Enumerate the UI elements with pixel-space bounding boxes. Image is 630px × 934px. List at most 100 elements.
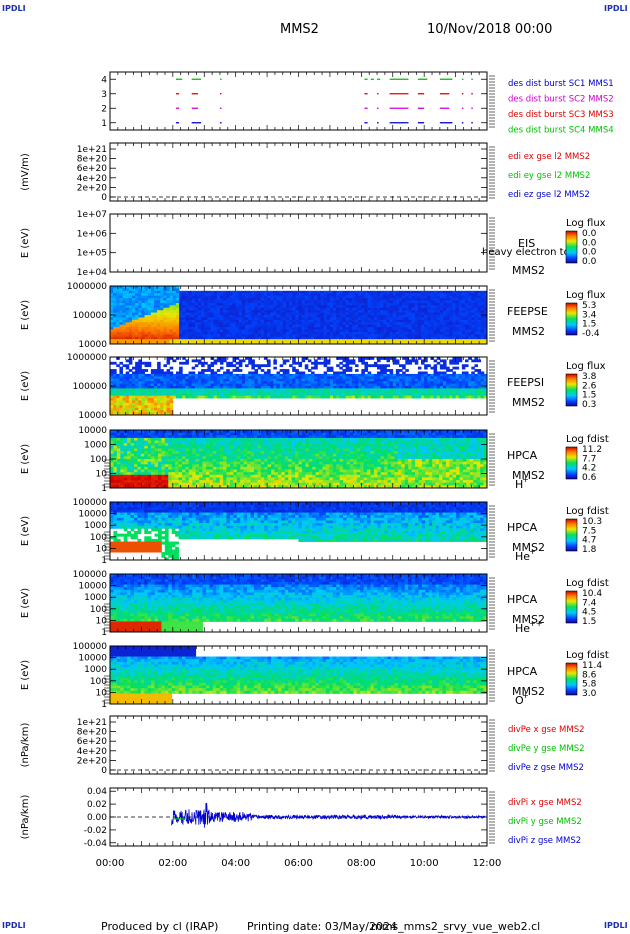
burst-legend-entry: des dist burst SC1 MMS1 [508,79,614,89]
edi-legend-entry: edi ey gse l2 MMS2 [508,171,590,181]
edi-ytick: 1e+21 [77,145,107,155]
eis-frame [109,213,488,273]
hpca_hepp-ytick: 100000 [73,570,108,580]
hpca_h-species-label: H [515,478,523,491]
divpe-ytick: 4e+20 [77,747,108,757]
hpca_h-colorbar [565,446,578,480]
burst-ytick: 3 [101,90,107,100]
divpi-legend-entry: divPi y gse MMS2 [508,817,582,827]
burst-ytick: 4 [101,75,107,85]
corner-label-bl: IPDLI [2,921,26,930]
feepsi-colorbar-value: 1.5 [582,391,596,401]
hpca_o-colorbar-value: 5.8 [582,680,597,690]
divpe-ytick: 0 [101,766,107,776]
hpca_he-colorbar-value: 1.8 [582,545,597,555]
feepsi-colorbar-title: Log flux [566,361,606,372]
eis-ytick: 1e+07 [77,210,107,220]
feepse-ytick: 100000 [73,311,108,321]
edi-ytick: 6e+20 [77,164,108,174]
divpi-legend-entry: divPi x gse MMS2 [508,798,582,808]
hpca_he-colorbar-value: 7.5 [582,526,596,536]
hpca_o-colorbar-value: 8.6 [582,670,597,680]
hpca_hepp-ytick: 10 [96,616,108,626]
hpca_hepp-colorbar-title: Log fdist [566,578,609,589]
eis-colorbar-value: 0.0 [582,257,597,267]
feepsi-ytick: 1000000 [67,353,107,363]
hpca_o-ytick: 100000 [73,642,108,652]
hpca_he-ytick: 1 [101,556,107,566]
corner-label-tr: IPDLI [604,4,628,13]
hpca_h-colorbar-value: 7.7 [582,454,596,464]
hpca_o-ytick: 10 [96,688,108,698]
feepsi-ytick: 100000 [73,382,108,392]
hpca_he-colorbar-title: Log fdist [566,506,609,517]
hpca_o-heatmap [110,646,488,705]
hpca_hepp-species-charge: ++ [529,619,542,628]
hpca_he-sc-label: MMS2 [512,541,545,554]
burst-ytick: 2 [101,104,107,114]
edi-ytick: 0 [101,193,107,203]
hpca_hepp-ytick: 10000 [78,582,107,592]
hpca_o-ylabel: E (eV) [20,660,31,690]
eis-colorbar-value: 0.0 [582,238,597,248]
feepsi-colorbar-value: 0.3 [582,400,596,410]
divpe-ytick: 8e+20 [77,728,108,738]
eis-colorbar [565,230,578,264]
hpca_hepp-colorbar-value: 4.5 [582,608,596,618]
hpca_h-ytick: 10000 [78,426,107,436]
feepsi-sc-label: MMS2 [512,396,545,409]
hpca_o-colorbar-value: 11.4 [582,661,602,671]
feepse-sc-label: MMS2 [512,325,545,338]
hpca_h-colorbar-title: Log fdist [566,434,609,445]
divpi-ytick: -0.04 [84,839,108,849]
eis-overlay-label: heavy electron to [482,247,570,258]
hpca_o-ytick: 1 [101,700,107,710]
feepsi-colorbar [565,373,578,407]
divpe-ytick: 1e+21 [77,718,107,728]
eis-colorbar-title: Log flux [566,218,606,229]
corner-label-tl: IPDLI [2,4,26,13]
hpca_hepp-species-label: He [515,622,530,635]
hpca_o-colorbar-title: Log fdist [566,650,609,661]
eis-ytick: 1e+05 [77,249,107,259]
feepse-instrument-label: FEEPSE [507,305,548,318]
feepse-heatmap [110,286,488,345]
eis-colorbar-value: 0.0 [582,229,597,239]
eis-instrument-label: EIS [518,237,535,250]
hpca_he-ytick: 10000 [78,510,107,520]
hpca_he-colorbar-value: 10.3 [582,517,602,527]
hpca_o-ytick: 100 [90,677,107,687]
hpca_hepp-colorbar [565,590,578,624]
hpca_hepp-ytick: 100 [90,605,107,615]
divpi-ytick: -0.02 [84,826,107,836]
hpca_he-species-charge: + [529,547,536,556]
footer-script: mms_mms2_srvy_vue_web2.cl [371,920,541,933]
edi-ylabel: (mV/m) [20,153,31,191]
footer-producer: Produced by cl (IRAP) [101,920,219,933]
hpca_h-ytick: 100 [90,455,107,465]
hpca_hepp-colorbar-value: 7.4 [582,598,597,608]
divpe-ytick: 2e+20 [77,756,108,766]
hpca_h-colorbar-value: 0.6 [582,473,597,483]
divpe-legend-entry: divPe x gse MMS2 [508,725,585,735]
feepse-colorbar-value: 3.4 [582,310,597,320]
date-title: 10/Nov/2018 00:00 [427,22,553,37]
feepse-colorbar-value: 1.5 [582,320,596,330]
feepse-ytick: 1000000 [67,282,107,292]
hpca_o-species-label: O [515,694,524,707]
x-tick-label: 08:00 [347,858,376,869]
eis-sc-label: MMS2 [512,264,545,277]
hpca_he-ytick: 100 [90,533,107,543]
burst-legend-entry: des dist burst SC4 MMS4 [508,126,614,136]
feepsi-heatmap [110,357,488,416]
hpca_he-instrument-label: HPCA [507,521,538,534]
divpi-ylabel: (nPa/km) [20,795,31,840]
hpca_he-ytick: 10 [96,544,108,554]
feepsi-ylabel: E (eV) [20,371,31,401]
corner-label-br: IPDLI [604,921,628,930]
divpi-ytick: 0.04 [87,787,107,797]
feepse-ytick: 10000 [78,340,107,350]
hpca_h-sc-label: MMS2 [512,469,545,482]
eis-colorbar-value: 0.0 [582,248,597,258]
edi-frame [109,142,488,202]
